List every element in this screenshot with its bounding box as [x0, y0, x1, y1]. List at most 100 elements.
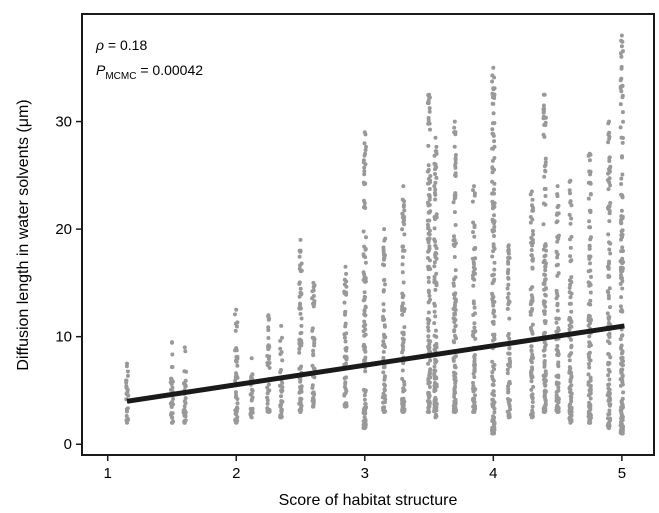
data-point	[619, 182, 624, 186]
data-point	[472, 267, 477, 271]
data-point	[507, 356, 512, 361]
data-point	[344, 348, 349, 353]
data-point	[568, 178, 573, 183]
data-point	[506, 415, 511, 420]
data-point	[473, 271, 477, 276]
data-point	[451, 283, 456, 288]
data-point	[312, 299, 317, 304]
data-point	[234, 420, 239, 425]
data-point	[607, 247, 612, 252]
data-point	[492, 314, 497, 319]
data-point	[618, 86, 623, 91]
data-point	[453, 323, 458, 328]
data-point	[426, 225, 431, 230]
data-point	[607, 341, 612, 346]
data-point	[310, 383, 315, 388]
data-point	[432, 368, 437, 373]
data-point	[363, 255, 368, 260]
data-point	[606, 386, 611, 391]
data-point	[568, 221, 573, 226]
data-point	[182, 420, 187, 425]
data-point	[342, 277, 347, 282]
data-point	[567, 358, 572, 363]
data-point	[506, 259, 510, 264]
data-point	[427, 373, 432, 378]
data-point	[542, 394, 547, 399]
data-point	[471, 283, 476, 288]
data-point	[170, 420, 174, 425]
data-point	[344, 284, 349, 289]
data-point	[452, 119, 457, 124]
data-point	[382, 387, 387, 392]
data-point	[426, 381, 431, 386]
data-point	[542, 389, 547, 394]
data-point	[265, 395, 270, 400]
data-point	[362, 426, 367, 431]
data-point	[607, 412, 612, 417]
data-point	[432, 301, 437, 306]
data-point	[492, 362, 497, 367]
data-point	[170, 411, 175, 416]
data-point	[567, 188, 572, 193]
data-point	[343, 380, 348, 385]
data-point	[427, 109, 432, 114]
data-point	[491, 303, 496, 308]
data-point	[432, 237, 437, 242]
data-point	[362, 406, 367, 411]
data-point	[182, 399, 187, 404]
data-point	[530, 404, 535, 409]
data-point	[343, 387, 348, 391]
data-point	[278, 383, 282, 388]
data-point	[361, 419, 366, 424]
data-point	[620, 216, 625, 221]
data-point	[343, 391, 348, 395]
data-point	[619, 89, 624, 94]
data-point	[491, 414, 495, 419]
data-point	[343, 264, 348, 269]
data-point	[490, 419, 495, 424]
data-point	[608, 305, 612, 310]
data-point	[529, 348, 534, 353]
data-point	[607, 418, 612, 423]
data-point	[619, 33, 624, 38]
data-point	[588, 180, 593, 185]
data-point	[298, 410, 303, 414]
data-point	[362, 290, 367, 295]
data-point	[265, 385, 270, 390]
data-point	[492, 332, 497, 337]
data-point	[233, 328, 238, 333]
data-point	[587, 314, 592, 319]
data-point	[606, 315, 611, 320]
data-point	[427, 218, 432, 223]
data-point	[432, 371, 437, 376]
data-point	[426, 203, 431, 208]
data-point	[381, 314, 385, 319]
data-point	[529, 356, 534, 361]
data-point	[453, 268, 458, 273]
data-point	[529, 344, 534, 349]
data-point	[492, 228, 497, 233]
data-point	[556, 381, 561, 386]
data-point	[607, 361, 612, 366]
data-point	[588, 378, 593, 383]
data-point	[233, 312, 237, 317]
data-point	[361, 387, 366, 392]
data-point	[401, 347, 405, 352]
data-point	[589, 235, 593, 240]
data-point	[620, 367, 625, 372]
data-point	[470, 199, 475, 204]
data-point	[588, 172, 593, 177]
annotation-rho: ρ = 0.18	[95, 37, 147, 53]
data-point	[490, 199, 495, 204]
data-point	[452, 244, 457, 248]
data-point	[362, 294, 367, 299]
data-point	[427, 402, 432, 407]
data-point	[542, 312, 547, 316]
data-point	[427, 244, 432, 249]
trend-line	[126, 323, 625, 404]
data-point	[452, 374, 457, 378]
data-point	[343, 339, 348, 344]
data-point	[361, 298, 366, 303]
data-point	[362, 319, 367, 324]
data-point	[434, 404, 438, 409]
